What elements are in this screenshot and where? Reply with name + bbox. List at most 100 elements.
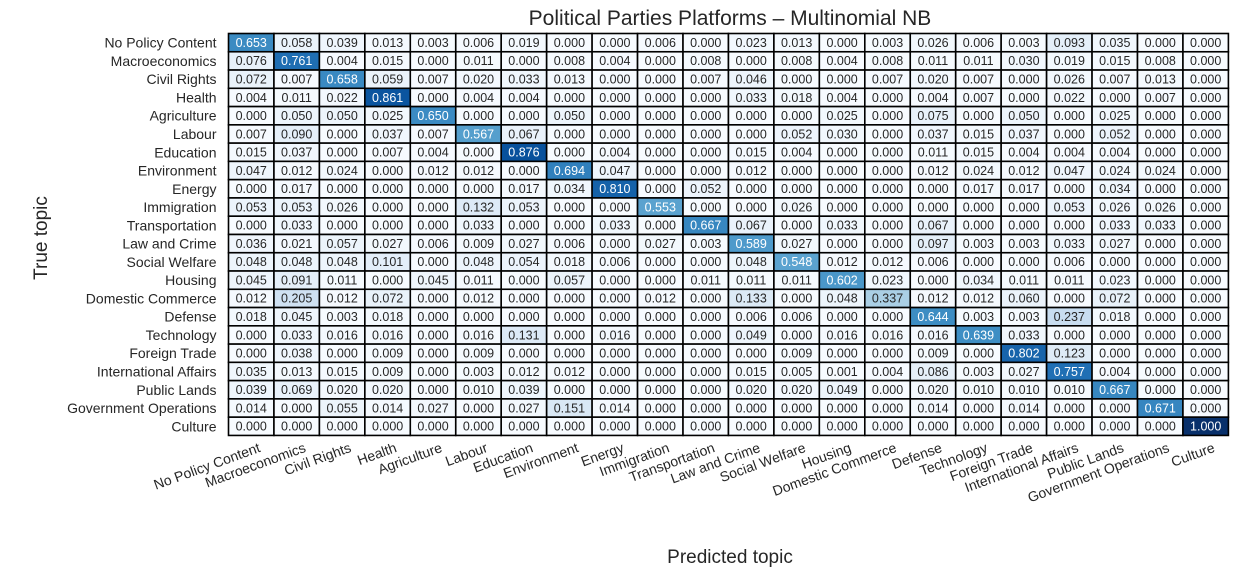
cell-value-label: 0.000 — [417, 219, 448, 233]
cell-value-label: 0.026 — [1145, 200, 1176, 214]
cell-value-label: 0.027 — [1008, 365, 1039, 379]
cell-value-label: 0.000 — [554, 328, 585, 342]
cell-value-label: 0.000 — [690, 310, 721, 324]
cell-value-label: 0.016 — [917, 328, 948, 342]
cell-value-label: 0.000 — [417, 310, 448, 324]
cell-value-label: 0.045 — [417, 273, 448, 287]
cell-value-label: 0.011 — [918, 54, 948, 68]
cell-value-label: 0.004 — [599, 54, 630, 68]
cell-value-label: 0.000 — [690, 36, 721, 50]
cell-value-label: 0.012 — [917, 292, 948, 306]
cell-value-label: 0.027 — [645, 237, 676, 251]
cell-value-label: 0.019 — [508, 36, 539, 50]
cell-value-label: 0.052 — [781, 127, 812, 141]
cell-value-label: 0.000 — [781, 72, 812, 86]
cell-value-label: 0.016 — [326, 328, 357, 342]
cell-value-label: 0.000 — [599, 36, 630, 50]
row-tick-label: Social Welfare — [126, 254, 216, 270]
cell-value-label: 0.023 — [1099, 273, 1130, 287]
cell-value-label: 0.000 — [1190, 91, 1221, 105]
cell-value-label: 0.033 — [1099, 219, 1130, 233]
cell-value-label: 0.000 — [690, 420, 721, 434]
cell-value-label: 0.004 — [872, 365, 903, 379]
cell-value-label: 0.000 — [508, 420, 539, 434]
cell-value-label: 0.003 — [690, 237, 721, 251]
cell-value-label: 0.000 — [463, 310, 494, 324]
cell-value-label: 0.057 — [326, 237, 357, 251]
cell-value-label: 0.009 — [372, 347, 403, 361]
cell-value-label: 0.101 — [372, 255, 403, 269]
cell-value-label: 0.000 — [645, 401, 676, 415]
cell-value-label: 0.008 — [781, 54, 812, 68]
cell-value-label: 0.053 — [1054, 200, 1085, 214]
cell-value-label: 0.000 — [554, 36, 585, 50]
cell-value-label: 0.000 — [372, 273, 403, 287]
cell-value-label: 0.000 — [1145, 273, 1176, 287]
cell-value-label: 0.003 — [463, 365, 494, 379]
cell-value-label: 0.006 — [781, 310, 812, 324]
cell-value-label: 0.000 — [599, 347, 630, 361]
cell-value-label: 0.644 — [917, 310, 948, 324]
cell-value-label: 0.000 — [645, 72, 676, 86]
cell-value-label: 0.337 — [872, 292, 903, 306]
cell-value-label: 0.000 — [1054, 219, 1085, 233]
cell-value-label: 0.020 — [463, 72, 494, 86]
cell-value-label: 0.015 — [372, 54, 403, 68]
cell-value-label: 0.004 — [508, 91, 539, 105]
cell-value-label: 0.000 — [599, 109, 630, 123]
cell-value-label: 0.000 — [1190, 146, 1221, 160]
cell-value-label: 0.010 — [1008, 383, 1039, 397]
cell-value-label: 0.039 — [508, 383, 539, 397]
cell-value-label: 0.000 — [872, 383, 903, 397]
cell-value-label: 0.000 — [781, 182, 812, 196]
cell-value-label: 0.000 — [1190, 401, 1221, 415]
cell-value-label: 0.000 — [554, 91, 585, 105]
cell-value-label: 0.006 — [645, 36, 676, 50]
cell-value-label: 0.011 — [691, 273, 721, 287]
cell-value-label: 0.000 — [1190, 328, 1221, 342]
cell-value-label: 0.011 — [463, 273, 493, 287]
cell-value-label: 0.004 — [463, 91, 494, 105]
cell-value-label: 0.008 — [690, 54, 721, 68]
cell-value-label: 0.027 — [508, 401, 539, 415]
cell-value-label: 0.053 — [508, 200, 539, 214]
cell-value-label: 0.000 — [645, 365, 676, 379]
cell-value-label: 0.000 — [508, 219, 539, 233]
cell-value-label: 0.000 — [736, 127, 767, 141]
cell-value-label: 0.000 — [963, 200, 994, 214]
cell-value-label: 0.037 — [917, 127, 948, 141]
cell-value-label: 0.802 — [1008, 347, 1039, 361]
cell-value-label: 0.001 — [826, 365, 857, 379]
cell-value-label: 0.072 — [372, 292, 403, 306]
cell-value-label: 0.000 — [326, 219, 357, 233]
cell-value-label: 0.000 — [1054, 420, 1085, 434]
cell-value-label: 0.048 — [826, 292, 857, 306]
cell-value-label: 0.000 — [236, 420, 267, 434]
cell-value-label: 0.003 — [872, 36, 903, 50]
cell-value-label: 0.015 — [326, 365, 357, 379]
cell-value-label: 0.023 — [872, 273, 903, 287]
cell-value-label: 0.006 — [599, 255, 630, 269]
cell-value-label: 0.037 — [1008, 127, 1039, 141]
cell-value-label: 0.000 — [599, 72, 630, 86]
cell-value-label: 0.000 — [1054, 328, 1085, 342]
cell-value-label: 0.000 — [690, 292, 721, 306]
cell-value-label: 0.000 — [917, 200, 948, 214]
cell-value-label: 0.000 — [872, 109, 903, 123]
cell-value-label: 0.000 — [236, 182, 267, 196]
cell-value-label: 0.034 — [963, 273, 994, 287]
cell-value-label: 0.000 — [554, 146, 585, 160]
cell-value-label: 0.000 — [872, 164, 903, 178]
cell-value-label: 0.133 — [736, 292, 767, 306]
cell-value-label: 0.000 — [690, 328, 721, 342]
cell-value-label: 0.000 — [554, 310, 585, 324]
cell-value-label: 0.000 — [417, 383, 448, 397]
cell-value-label: 0.205 — [281, 292, 312, 306]
cell-value-label: 0.000 — [417, 328, 448, 342]
cell-value-label: 0.016 — [372, 328, 403, 342]
cell-value-label: 0.000 — [872, 91, 903, 105]
cell-value-label: 0.012 — [236, 292, 267, 306]
cell-value-label: 0.004 — [1099, 146, 1130, 160]
cell-value-label: 0.000 — [690, 164, 721, 178]
cell-value-label: 0.000 — [417, 255, 448, 269]
